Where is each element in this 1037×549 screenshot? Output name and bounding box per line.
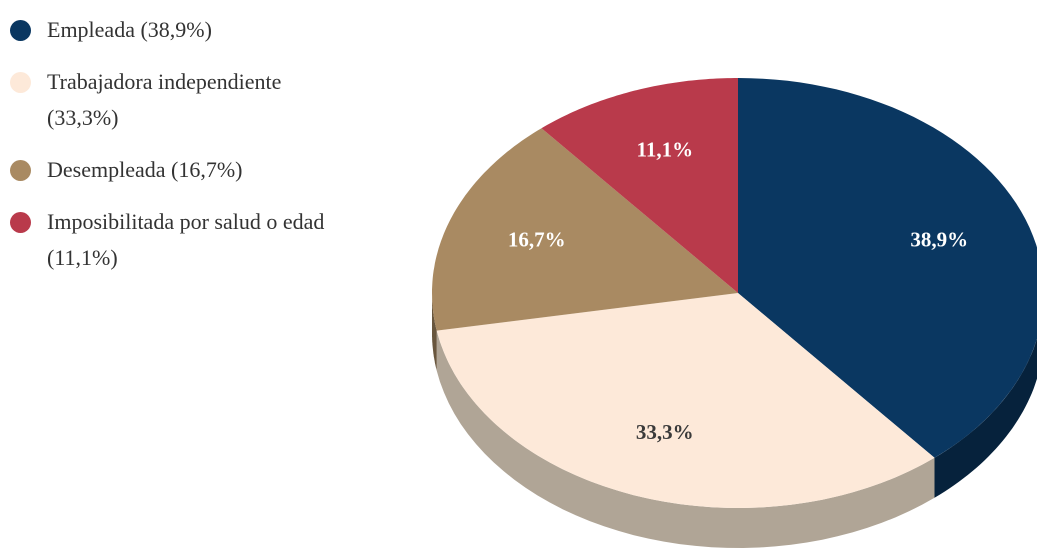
slice (436, 293, 935, 508)
slice (432, 128, 738, 331)
legend-swatch (10, 72, 31, 93)
legend-swatch (10, 20, 31, 41)
legend: Empleada (38,9%) Trabajadora independient… (10, 12, 355, 292)
slice (541, 78, 738, 293)
legend-label: Imposibilitada por salud o edad (11,1%) (47, 209, 325, 270)
legend-label: Trabajadora independiente (33,3%) (47, 69, 282, 130)
data-label: 16,7% (508, 227, 566, 251)
legend-label: Desempleada (16,7%) (47, 157, 243, 182)
data-label: 11,1% (637, 137, 694, 161)
legend-swatch (10, 160, 31, 181)
data-label: 33,3% (636, 420, 694, 444)
legend-label: Empleada (38,9%) (47, 17, 212, 42)
slice-side (436, 330, 935, 548)
slice-side (934, 338, 1037, 498)
legend-item: Trabajadora independiente (33,3%) (10, 64, 355, 136)
data-label: 38,9% (910, 227, 968, 251)
legend-item: Desempleada (16,7%) (10, 152, 355, 188)
slice (738, 78, 1037, 458)
legend-item: Imposibilitada por salud o edad (11,1%) (10, 204, 355, 276)
legend-swatch (10, 212, 31, 233)
slice-side (432, 293, 437, 371)
legend-item: Empleada (38,9%) (10, 12, 355, 48)
